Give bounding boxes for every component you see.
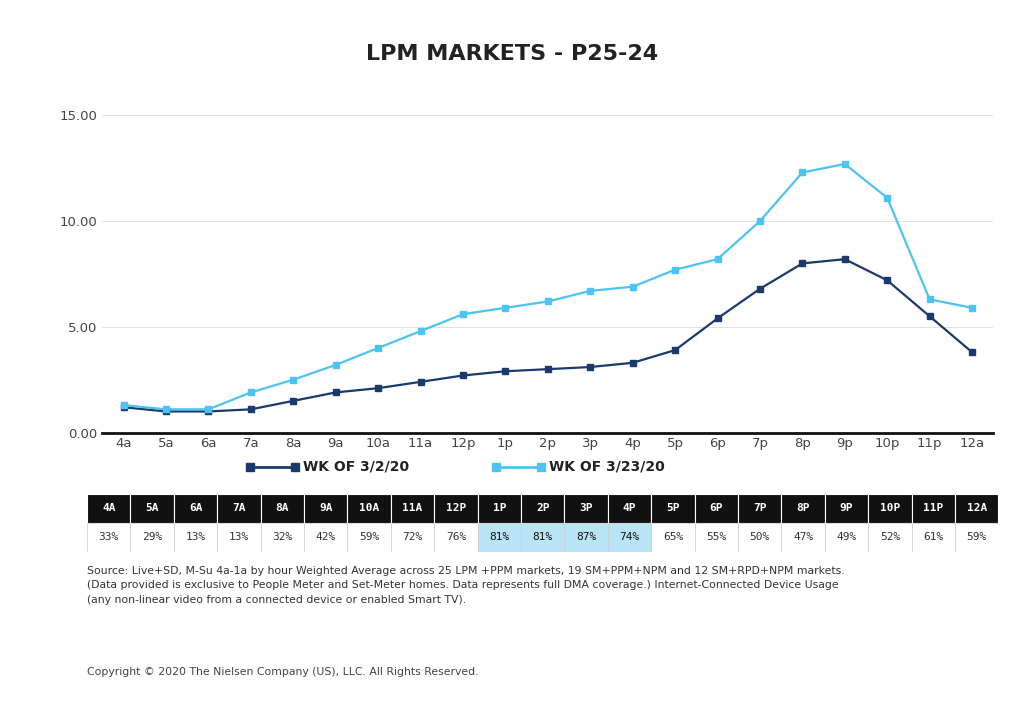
Bar	[911, 494, 955, 523]
Text: 8P: 8P	[797, 503, 810, 513]
Bar	[304, 494, 347, 523]
Bar	[694, 494, 738, 523]
Text: 7P: 7P	[753, 503, 766, 513]
Text: 1P: 1P	[493, 503, 506, 513]
Text: WK OF 3/23/20: WK OF 3/23/20	[549, 460, 665, 474]
Text: 11P: 11P	[924, 503, 943, 513]
Text: 6A: 6A	[188, 503, 203, 513]
Text: 87%: 87%	[575, 532, 596, 542]
Bar	[868, 523, 911, 552]
Bar	[781, 523, 824, 552]
Bar	[564, 494, 608, 523]
Bar	[738, 494, 781, 523]
Text: Copyright © 2020 The Nielsen Company (US), LLC. All Rights Reserved.: Copyright © 2020 The Nielsen Company (US…	[87, 667, 478, 677]
Bar	[87, 523, 130, 552]
Bar	[174, 494, 217, 523]
Bar	[347, 494, 391, 523]
Text: 11A: 11A	[402, 503, 423, 513]
Text: 61%: 61%	[924, 532, 943, 542]
Text: WK OF 3/2/20: WK OF 3/2/20	[303, 460, 410, 474]
Bar	[651, 523, 694, 552]
Text: 7A: 7A	[232, 503, 246, 513]
Bar	[391, 523, 434, 552]
Bar	[130, 523, 174, 552]
Bar	[477, 523, 521, 552]
Text: 12A: 12A	[967, 503, 987, 513]
Text: 55%: 55%	[707, 532, 726, 542]
Bar	[738, 523, 781, 552]
Bar	[217, 523, 261, 552]
Bar	[434, 523, 477, 552]
Bar	[521, 523, 564, 552]
Bar	[651, 494, 694, 523]
Text: 13%: 13%	[185, 532, 206, 542]
Bar	[347, 523, 391, 552]
Text: 74%: 74%	[620, 532, 640, 542]
Text: Source: Live+SD, M-Su 4a-1a by hour Weighted Average across 25 LPM +PPM markets,: Source: Live+SD, M-Su 4a-1a by hour Weig…	[87, 566, 845, 605]
Text: 47%: 47%	[793, 532, 813, 542]
Bar	[824, 494, 868, 523]
Text: 8A: 8A	[275, 503, 289, 513]
Text: 33%: 33%	[98, 532, 119, 542]
Text: 5A: 5A	[145, 503, 159, 513]
Text: 9A: 9A	[319, 503, 333, 513]
Text: 12P: 12P	[445, 503, 466, 513]
Text: 42%: 42%	[315, 532, 336, 542]
Text: 10A: 10A	[359, 503, 379, 513]
Text: LPM MARKETS - P25-24: LPM MARKETS - P25-24	[366, 44, 658, 64]
Text: 13%: 13%	[228, 532, 249, 542]
Text: 72%: 72%	[402, 532, 423, 542]
Text: 32%: 32%	[272, 532, 293, 542]
Text: 4P: 4P	[623, 503, 636, 513]
Text: 49%: 49%	[837, 532, 857, 542]
Bar	[911, 523, 955, 552]
Bar	[261, 523, 304, 552]
Text: 9P: 9P	[840, 503, 853, 513]
Text: 76%: 76%	[445, 532, 466, 542]
Bar	[955, 494, 998, 523]
Bar	[824, 523, 868, 552]
Bar	[391, 494, 434, 523]
Bar	[477, 494, 521, 523]
Text: 81%: 81%	[489, 532, 510, 542]
Text: 3P: 3P	[580, 503, 593, 513]
Text: 29%: 29%	[142, 532, 162, 542]
Text: 5P: 5P	[667, 503, 680, 513]
Text: 10P: 10P	[880, 503, 900, 513]
Text: n: n	[966, 19, 986, 47]
Bar	[174, 523, 217, 552]
Bar	[608, 523, 651, 552]
Text: 59%: 59%	[359, 532, 379, 542]
Bar	[868, 494, 911, 523]
Text: 81%: 81%	[532, 532, 553, 542]
Bar	[955, 523, 998, 552]
Text: 59%: 59%	[967, 532, 987, 542]
Text: 2P: 2P	[536, 503, 550, 513]
Bar	[694, 523, 738, 552]
Bar	[521, 494, 564, 523]
Bar	[608, 494, 651, 523]
Bar	[261, 494, 304, 523]
Text: 6P: 6P	[710, 503, 723, 513]
Text: 52%: 52%	[880, 532, 900, 542]
Bar	[130, 494, 174, 523]
Text: 65%: 65%	[663, 532, 683, 542]
Text: 4A: 4A	[102, 503, 116, 513]
Bar	[781, 494, 824, 523]
Bar	[304, 523, 347, 552]
Bar	[217, 494, 261, 523]
Text: 50%: 50%	[750, 532, 770, 542]
Bar	[434, 494, 477, 523]
Bar	[87, 494, 130, 523]
Bar	[564, 523, 608, 552]
